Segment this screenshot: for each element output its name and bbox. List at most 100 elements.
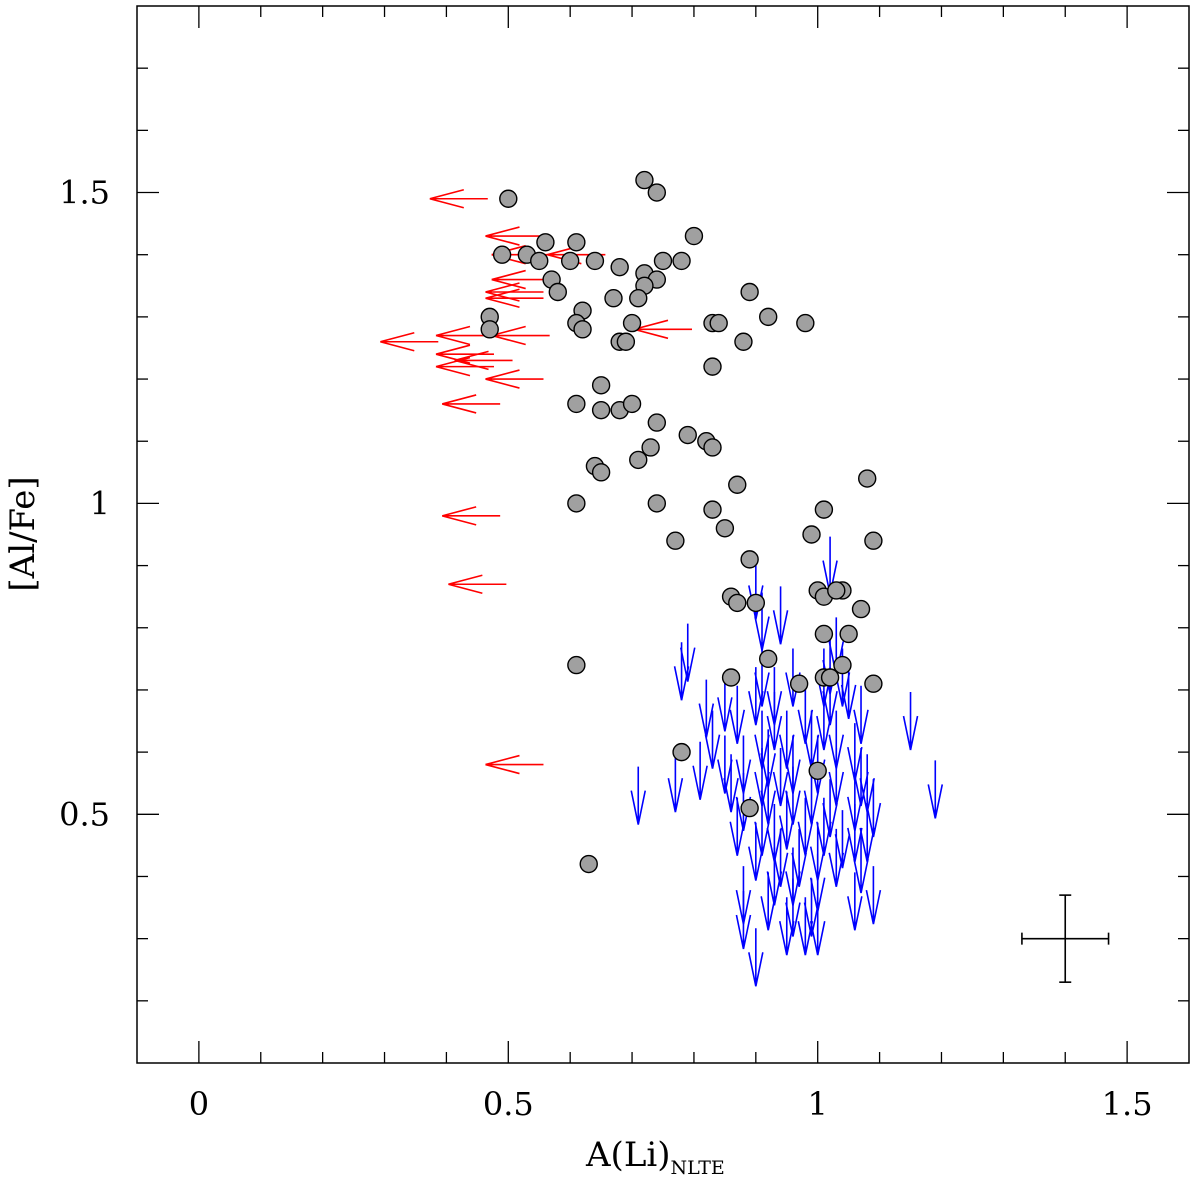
- data-point-circle: [759, 649, 778, 669]
- data-point-circle: [672, 742, 691, 762]
- upper-limit-arrow-down: [704, 710, 721, 769]
- data-point-circle: [653, 251, 673, 271]
- data-point-circle: [833, 655, 852, 675]
- x-tick-label: 0.5: [483, 1085, 534, 1123]
- x-axis-title-main: A(Li): [585, 1135, 671, 1175]
- upper-limit-arrow-down: [667, 754, 684, 813]
- upper-limit-arrow-down: [760, 872, 776, 931]
- data-point-circle: [567, 494, 586, 513]
- data-point-circle: [666, 531, 685, 550]
- data-point-circle: [647, 413, 667, 432]
- upper-limit-arrow-left: [485, 288, 544, 309]
- x-axis-title-subscript: NLTE: [671, 1157, 725, 1179]
- upper-limit-arrow-down: [729, 685, 746, 744]
- data-point-circle: [616, 332, 636, 351]
- upper-limit-arrow-down: [673, 642, 690, 701]
- upper-limit-arrow-down: [853, 685, 869, 744]
- data-point-circle: [499, 189, 518, 208]
- upper-limit-arrow-down: [847, 872, 863, 931]
- data-point-circle: [740, 798, 759, 818]
- data-point-circle: [567, 233, 586, 252]
- upper-limit-arrow-down: [630, 766, 647, 825]
- upper-limit-arrow-left: [485, 282, 544, 302]
- data-point-circle: [789, 674, 809, 693]
- upper-limit-arrow-left: [448, 574, 507, 595]
- upper-limit-arrow-left: [441, 506, 501, 526]
- data-point-circle: [703, 500, 722, 519]
- upper-limit-arrow-down: [828, 828, 845, 887]
- data-point-circle: [536, 233, 555, 252]
- x-tick-label: 0: [189, 1085, 209, 1123]
- upper-limit-arrow-down: [927, 760, 944, 819]
- y-tick-label: 1.5: [59, 174, 110, 212]
- x-tick-label: 1.5: [1102, 1085, 1153, 1123]
- data-point-circle: [492, 245, 512, 264]
- upper-limit-arrow-down: [853, 835, 869, 894]
- data-point-circle: [721, 668, 741, 687]
- upper-limit-arrow-left: [435, 356, 494, 377]
- data-point-circle: [808, 761, 827, 780]
- data-point-circle: [728, 475, 747, 494]
- upper-limit-arrow-down: [816, 692, 832, 751]
- upper-limit-arrow-down: [723, 754, 739, 813]
- upper-limit-arrow-down: [847, 803, 863, 863]
- axis-tick-labels: 0 0.5 1 1.5 0.5 1 1.5: [59, 174, 1152, 1123]
- axis-ticks: [137, 6, 1189, 1063]
- data-point-circle: [560, 251, 580, 271]
- x-axis-title: A(Li)NLTE: [585, 1135, 725, 1179]
- upper-limit-arrow-down: [729, 797, 746, 856]
- data-point-circle: [802, 525, 821, 544]
- data-point-circle: [591, 376, 611, 395]
- data-point-circle: [610, 257, 629, 277]
- data-point-circle: [814, 500, 834, 519]
- data-point-circle: [678, 425, 697, 445]
- data-point-circle: [759, 307, 778, 327]
- upper-limit-arrow-down: [902, 692, 919, 751]
- data-point-circle: [647, 183, 667, 202]
- data-point-circle: [591, 400, 611, 420]
- upper-limit-arrow-down: [735, 890, 752, 950]
- data-point-circle: [814, 624, 834, 644]
- data-point-circle: [858, 469, 877, 488]
- upper-limit-arrow-left: [485, 226, 544, 246]
- upper-limit-arrow-down: [828, 747, 845, 807]
- upper-limit-arrow-down: [692, 741, 708, 800]
- data-point-circle: [585, 251, 605, 271]
- upper-limit-arrow-left: [491, 269, 550, 290]
- upper-limit-arrow-left: [633, 319, 692, 340]
- y-tick-label: 1: [90, 484, 110, 522]
- data-point-circle: [548, 282, 567, 302]
- data-point-circle: [530, 251, 549, 271]
- upper-limit-arrow-left: [485, 754, 544, 775]
- upper-limit-arrow-left: [380, 331, 439, 352]
- data-point-circle: [864, 674, 883, 693]
- upper-limit-arrow-down: [797, 797, 814, 856]
- data-point-circle: [622, 394, 642, 414]
- data-point-circle: [715, 519, 735, 538]
- data-point-circle: [703, 357, 722, 376]
- data-point-circle: [709, 313, 728, 333]
- upper-limit-arrow-down: [748, 667, 764, 726]
- data-point-circle: [480, 320, 499, 339]
- data-point-circle: [641, 438, 660, 457]
- y-axis-title: [Al/Fe]: [3, 476, 43, 591]
- upper-limit-arrow-down: [698, 679, 715, 738]
- upper-limit-arrow-down: [748, 822, 764, 881]
- data-point-circle: [567, 655, 586, 675]
- data-point-circle: [746, 593, 766, 613]
- x-tick-label: 1: [808, 1085, 828, 1123]
- upper-limit-arrow-left: [429, 188, 488, 209]
- data-markers: [380, 170, 944, 987]
- upper-limit-arrow-left: [454, 350, 513, 371]
- upper-limit-arrow-down: [809, 897, 826, 956]
- upper-limit-arrow-down: [797, 897, 814, 956]
- upper-limit-arrow-down: [766, 692, 783, 751]
- data-point-circle: [635, 170, 654, 190]
- upper-limit-arrow-down: [865, 866, 882, 925]
- data-point-circle: [864, 531, 883, 550]
- data-point-circle: [567, 394, 586, 414]
- upper-limit-arrow-left: [435, 344, 494, 364]
- upper-limit-arrow-down: [760, 766, 776, 825]
- data-point-circle: [734, 332, 753, 351]
